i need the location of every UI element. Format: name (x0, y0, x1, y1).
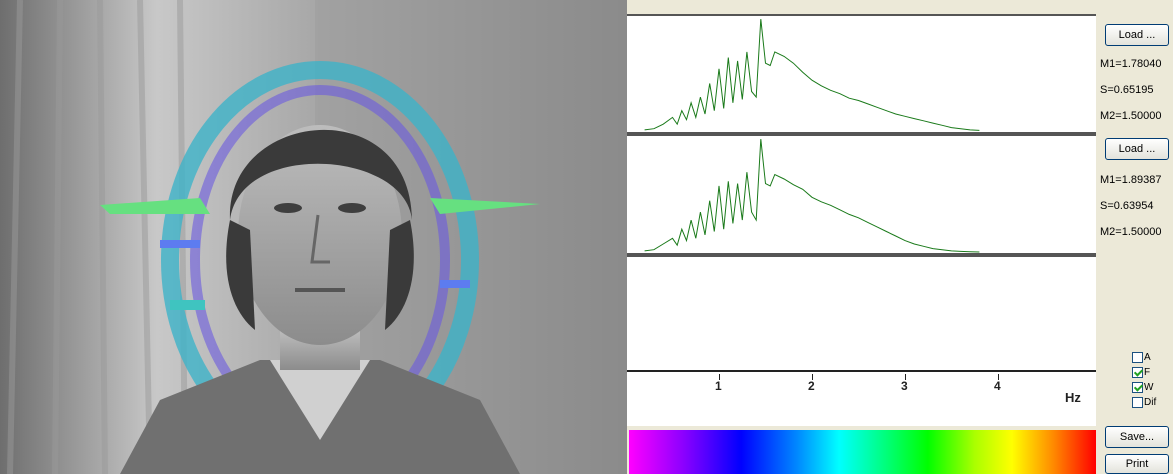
print-button[interactable]: Print (1105, 454, 1169, 474)
s-value-top: S=0.65195 (1100, 84, 1154, 96)
aura-photo (0, 0, 627, 474)
checkbox-box[interactable] (1132, 382, 1143, 393)
x-tick (719, 374, 720, 380)
x-tick (905, 374, 906, 380)
load-button-top[interactable]: Load ... (1105, 24, 1169, 46)
x-tick (812, 374, 813, 380)
spectrum-series-line (644, 19, 980, 131)
checkbox-f[interactable]: F (1132, 367, 1150, 381)
save-button[interactable]: Save... (1105, 426, 1169, 448)
checkbox-box[interactable] (1132, 367, 1143, 378)
person-portrait-icon (0, 0, 627, 474)
axis-unit-label: Hz (1065, 390, 1081, 405)
m2-value-middle: M2=1.50000 (1100, 226, 1162, 238)
spectrum-panel-top (627, 14, 1096, 134)
spectrum-plot-middle (644, 139, 980, 253)
m1-value-middle: M1=1.89387 (1100, 174, 1162, 186)
x-tick-label: 2 (808, 379, 815, 393)
spectrum-panel-bottom (627, 255, 1096, 370)
spectrum-series-line (644, 139, 980, 253)
checkbox-a[interactable]: A (1132, 352, 1151, 366)
x-tick-label: 3 (901, 379, 908, 393)
frequency-axis: 1 2 3 4 Hz (627, 370, 1096, 426)
color-spectrum-bar (629, 430, 1096, 474)
checkbox-dif[interactable]: Dif (1132, 397, 1156, 411)
m1-value-top: M1=1.78040 (1100, 58, 1162, 70)
checkbox-w[interactable]: W (1132, 382, 1153, 396)
spectrum-plot-top (644, 19, 980, 131)
m2-value-top: M2=1.50000 (1100, 110, 1162, 122)
x-tick-label: 4 (994, 379, 1001, 393)
x-tick-label: 1 (715, 379, 722, 393)
x-tick (998, 374, 999, 380)
checkbox-box[interactable] (1132, 352, 1143, 363)
spectrum-plot-area: 1 2 3 4 Hz (627, 0, 1096, 474)
s-value-middle: S=0.63954 (1100, 200, 1154, 212)
spectrum-panel-middle (627, 134, 1096, 255)
control-sidebar: Load ... M1=1.78040 S=0.65195 M2=1.50000… (1096, 0, 1173, 474)
checkbox-box[interactable] (1132, 397, 1143, 408)
load-button-middle[interactable]: Load ... (1105, 138, 1169, 160)
